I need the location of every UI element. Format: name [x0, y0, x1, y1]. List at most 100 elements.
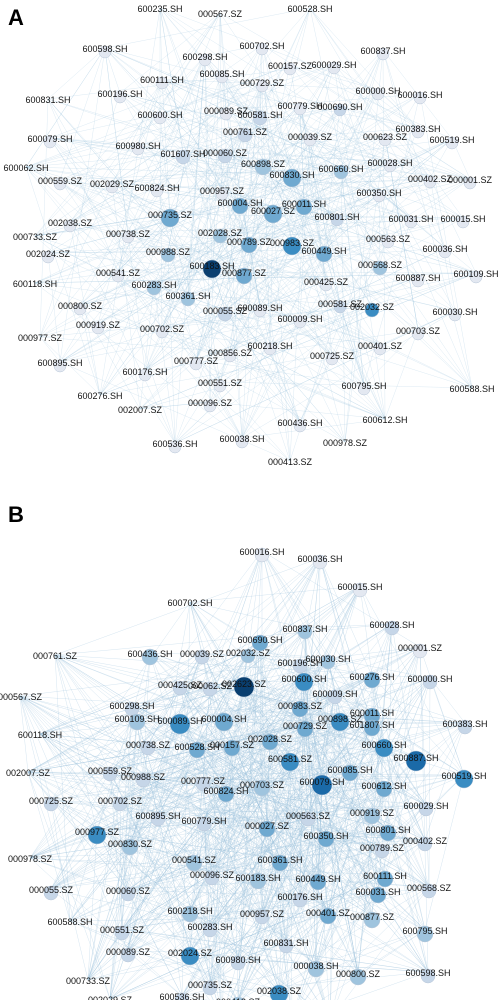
edge [142, 651, 249, 777]
node-circle [223, 349, 237, 363]
edge [27, 585, 361, 773]
edge [59, 179, 171, 215]
node-circle [311, 774, 333, 796]
edge [153, 93, 421, 285]
edge [47, 240, 250, 254]
edge [333, 63, 473, 389]
node-label: 601607.SH [160, 149, 205, 159]
edge [144, 202, 305, 372]
edge [47, 47, 106, 100]
edge [19, 695, 312, 1000]
edge [309, 7, 386, 137]
node-label: 600581.SZ [268, 754, 313, 764]
edge [19, 695, 98, 832]
edge [371, 675, 429, 973]
edge [142, 737, 271, 777]
edge [239, 201, 338, 217]
node-label: 600702.SH [239, 41, 284, 51]
node-label: 000978.SZ [323, 438, 368, 448]
node-000777-sz: 000777.SZ [181, 776, 226, 792]
edge [49, 137, 243, 439]
node-label: 600528.SH [174, 742, 219, 752]
edge [19, 695, 191, 953]
edge [161, 306, 261, 329]
edge [39, 652, 203, 735]
edge [156, 55, 206, 188]
node-label: 600801.SH [314, 212, 359, 222]
node-label: 000541.SZ [96, 268, 141, 278]
node-label: 600183.SH [189, 261, 234, 271]
node-label: 600085.SH [327, 765, 372, 775]
edge [229, 247, 446, 353]
edge [27, 743, 149, 773]
edge [182, 152, 380, 193]
node-600016-sh: 600016.SH [397, 90, 443, 105]
edge [39, 161, 391, 338]
edge [161, 104, 301, 329]
node-circle [204, 870, 220, 886]
node-000789-sz: 000789.SZ [360, 843, 405, 859]
edge [59, 309, 226, 363]
node-circle [175, 149, 191, 165]
node-label: 000761.SZ [223, 127, 268, 137]
edge [239, 201, 338, 217]
edge [34, 282, 243, 439]
edge [79, 209, 274, 306]
edge [209, 717, 341, 927]
edge [79, 55, 206, 306]
edge [384, 329, 419, 420]
node-label: 600887.SH [393, 753, 438, 763]
edge [429, 177, 456, 312]
edge [333, 63, 389, 239]
edge [291, 241, 365, 386]
node-label: 600030.SH [305, 654, 350, 664]
node-600612-sh: 600612.SH [361, 780, 407, 798]
node-600031-sh: 600031.SH [388, 214, 434, 229]
node-600824-sh: 600824.SH [203, 785, 249, 803]
node-000729-sz: 000729.SZ [240, 78, 285, 93]
edge [142, 775, 205, 821]
edge [193, 858, 239, 960]
node-label: 600028.SH [369, 620, 414, 630]
node-circle [357, 382, 371, 396]
edge [269, 305, 373, 346]
edge [111, 182, 189, 296]
edge [159, 7, 379, 91]
edge [285, 804, 427, 943]
node-label: 000055.SZ [203, 306, 248, 316]
node-000738-sz: 000738.SZ [126, 740, 171, 756]
edge [159, 113, 386, 420]
edge [39, 336, 101, 396]
edge [87, 951, 191, 981]
edge [111, 138, 453, 184]
node-circle [363, 671, 381, 689]
node-circle [315, 245, 333, 263]
edge [142, 775, 281, 1000]
edge [109, 684, 211, 771]
edge [238, 585, 361, 1000]
node-000988-sz: 000988.SZ [146, 247, 191, 263]
edge [127, 232, 261, 308]
edge [262, 135, 311, 164]
edge [79, 304, 101, 396]
edge [229, 161, 391, 353]
node-circle [140, 740, 156, 756]
edge [127, 651, 249, 952]
node-600030-sh: 600030.SH [432, 307, 478, 322]
node-circle [421, 883, 437, 899]
edge [193, 858, 211, 985]
node-600980-sh: 600980.SH [115, 141, 161, 156]
node-label: 600036.SH [297, 554, 342, 564]
edge [204, 55, 261, 115]
edge [387, 178, 471, 239]
node-label: 600887.SH [395, 273, 440, 283]
edge [144, 209, 274, 372]
node-label: 000856.SZ [208, 348, 253, 358]
edge [377, 89, 419, 129]
node-label: 000001.SZ [398, 643, 443, 653]
edge [299, 317, 381, 346]
edge [237, 638, 261, 960]
node-circle [438, 245, 452, 259]
edge [224, 151, 338, 217]
edge [149, 652, 213, 875]
